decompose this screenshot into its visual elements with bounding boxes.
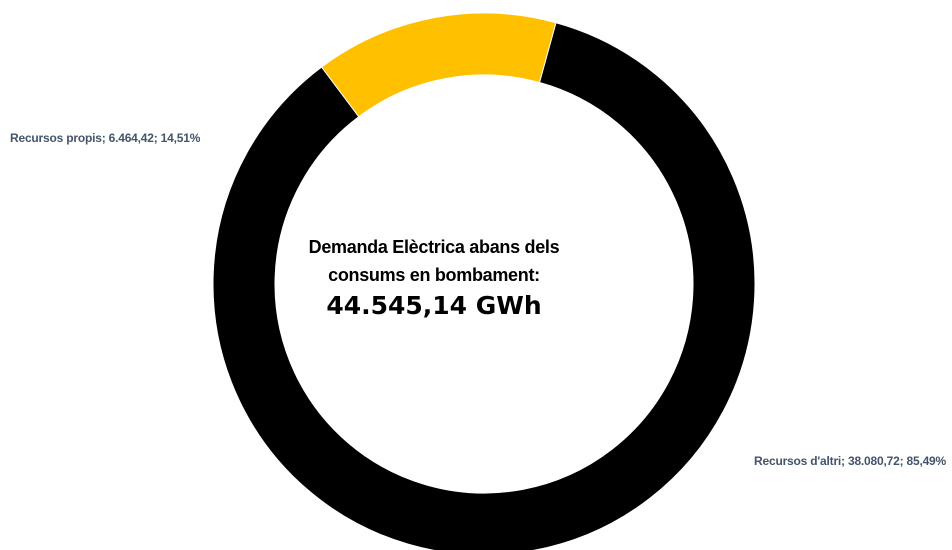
donut-slice-recursos-propis xyxy=(320,12,557,118)
center-total-value: 44.545,14 GWh xyxy=(326,291,542,320)
donut-slice-recursos-altri xyxy=(212,22,756,550)
center-title-line2: consums en bombament: xyxy=(328,265,540,285)
data-label-recursos-altri: Recursos d'altri; 38.080,72; 85,49% xyxy=(754,454,946,468)
center-title-line1: Demanda Elèctrica abans dels xyxy=(308,237,560,257)
donut-center-text: Demanda Elèctrica abans dels consums en … xyxy=(300,233,568,321)
data-label-recursos-propis: Recursos propis; 6.464,42; 14,51% xyxy=(10,131,201,145)
